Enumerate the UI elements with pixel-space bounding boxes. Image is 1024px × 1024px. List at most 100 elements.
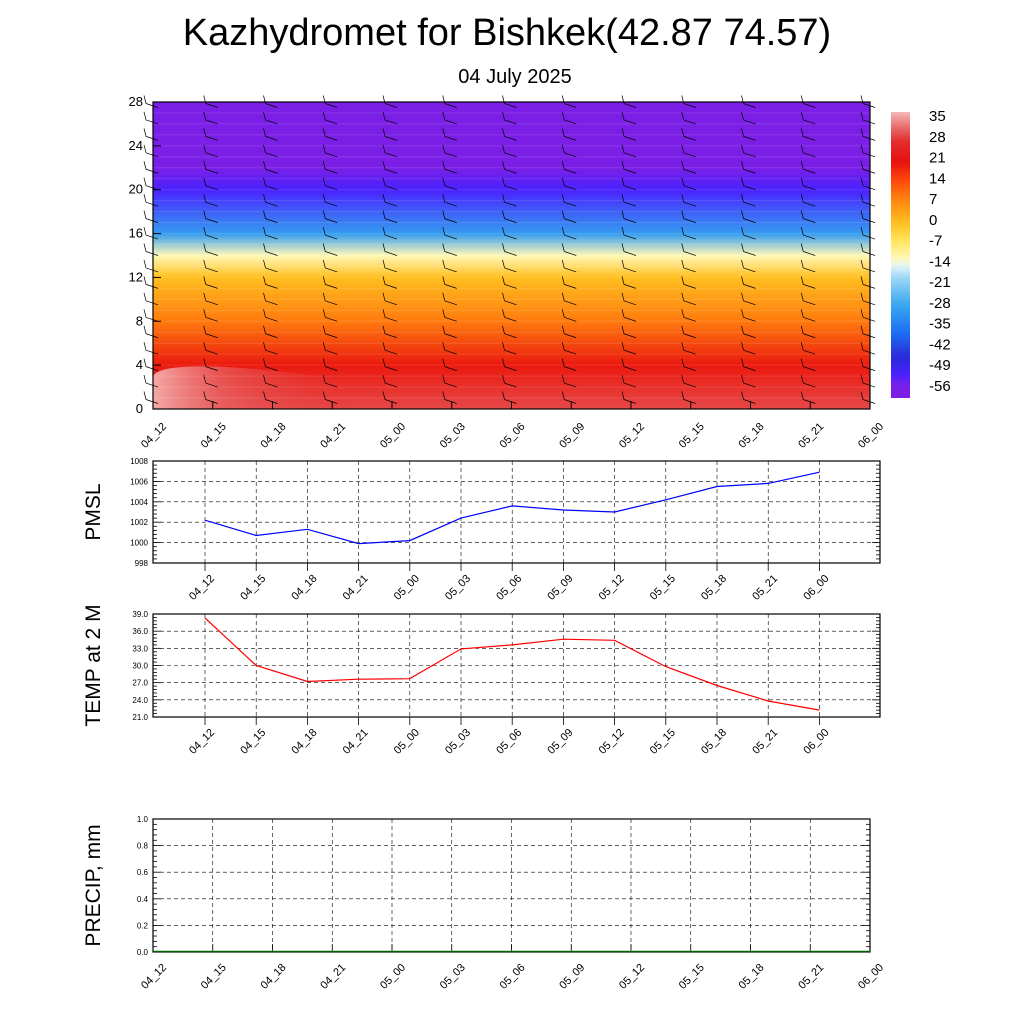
wind-barb [145,103,159,108]
wind-barb [444,366,457,371]
x-tick-label: 06_00 [801,727,831,757]
wind-barb [265,300,278,306]
wind-barb-flag [860,210,864,219]
wind-barb [504,168,517,174]
wind-barb [325,251,338,256]
y-tick-label: 20 [129,182,143,197]
wind-barb-flag [143,374,147,384]
wind-barb [384,399,398,404]
wind-barb-flag [561,259,565,269]
x-tick-label: 05_12 [597,573,627,603]
wind-barb [683,168,696,174]
wind-barb [444,103,457,108]
x-tick-label: 04_18 [289,573,319,603]
wind-barb-flag [741,309,744,318]
wind-barb [325,382,338,388]
wind-barb-flag [263,161,266,170]
wind-barb-flag [502,128,505,137]
chart-title: Kazhydromet for Bishkek(42.87 74.57) [182,12,832,54]
wind-barb-flag [143,391,147,400]
wind-barb [504,103,517,108]
wind-barb-flag [502,292,505,301]
wind-barb [623,251,637,256]
wind-barb [683,316,696,322]
colorbar-label: -21 [929,274,951,291]
wind-barb-flag [263,259,266,269]
wind-barb-flag [382,226,386,236]
wind-barb-flag [681,292,685,301]
wind-barb [862,316,876,322]
wind-barb-flag [442,161,446,170]
wind-barb [205,366,218,371]
wind-barb [444,119,457,125]
wind-barb [803,218,816,223]
wind-barb-flag [322,111,326,121]
wind-barb [623,152,637,158]
wind-barb [623,201,637,207]
wind-barb [205,316,218,322]
wind-barb [683,284,696,289]
wind-barb-flag [143,128,147,137]
wind-barb-flag [681,358,685,367]
wind-barb [504,201,517,207]
x-tick-label: 05_15 [648,573,678,603]
wind-barb-flag [382,358,386,367]
wind-barb-flag [322,161,326,170]
wind-barb [862,201,876,207]
x-tick-label: 05_03 [443,727,473,757]
y-tick-label: 1002 [130,518,148,527]
wind-barb-flag [442,128,446,137]
colorbar-label: 35 [929,108,946,125]
wind-barb-flag [442,210,446,219]
wind-barb [564,185,577,191]
wind-barb-flag [382,111,386,121]
wind-barb [384,267,398,273]
x-tick-label: 05_06 [498,962,528,992]
wind-barb-flag [741,342,744,351]
wind-barb [862,152,876,158]
wind-barb [564,218,577,223]
x-tick-label: 05_00 [378,421,408,451]
wind-barb-flag [741,144,744,153]
x-tick-label: 05_12 [617,421,647,451]
x-tick-label: 05_00 [392,573,422,603]
wind-barb [384,366,398,371]
wind-barb-flag [561,325,565,334]
wind-barb-flag [502,374,505,384]
wind-barb-flag [681,276,685,285]
wind-barb-flag [621,391,625,400]
wind-barb [683,201,696,207]
wind-barb-flag [143,194,147,203]
wind-barb-flag [203,358,207,367]
wind-barb-flag [621,177,625,186]
wind-barb [384,234,398,240]
wind-barb [862,103,876,108]
wind-barb [444,168,457,174]
x-tick-label: 05_21 [796,421,826,451]
wind-barb [444,152,457,158]
wind-barb-flag [741,374,744,384]
wind-barb-flag [442,243,446,252]
wind-barb [504,185,517,191]
wind-barb [504,119,517,125]
x-tick-label: 05_06 [498,421,528,451]
x-tick-label: 04_18 [289,727,319,757]
colorbar-label: -7 [929,233,942,250]
wind-barb-flag [561,226,565,236]
wind-barb-flag [263,226,266,236]
series-line [204,471,820,545]
wind-barb [325,185,338,191]
wind-barb [265,185,278,191]
wind-barb-flag [741,391,744,400]
wind-barb-flag [800,292,804,301]
wind-barb-flag [263,292,266,301]
wind-barb-flag [203,210,207,219]
wind-barb [145,316,159,322]
wind-barb-flag [860,309,864,318]
wind-barb [384,168,398,174]
colorbar-label: 28 [929,129,946,146]
wind-barb-flag [502,325,505,334]
wind-barb [743,201,756,207]
wind-barb-flag [143,358,147,367]
wind-barb [743,399,756,404]
